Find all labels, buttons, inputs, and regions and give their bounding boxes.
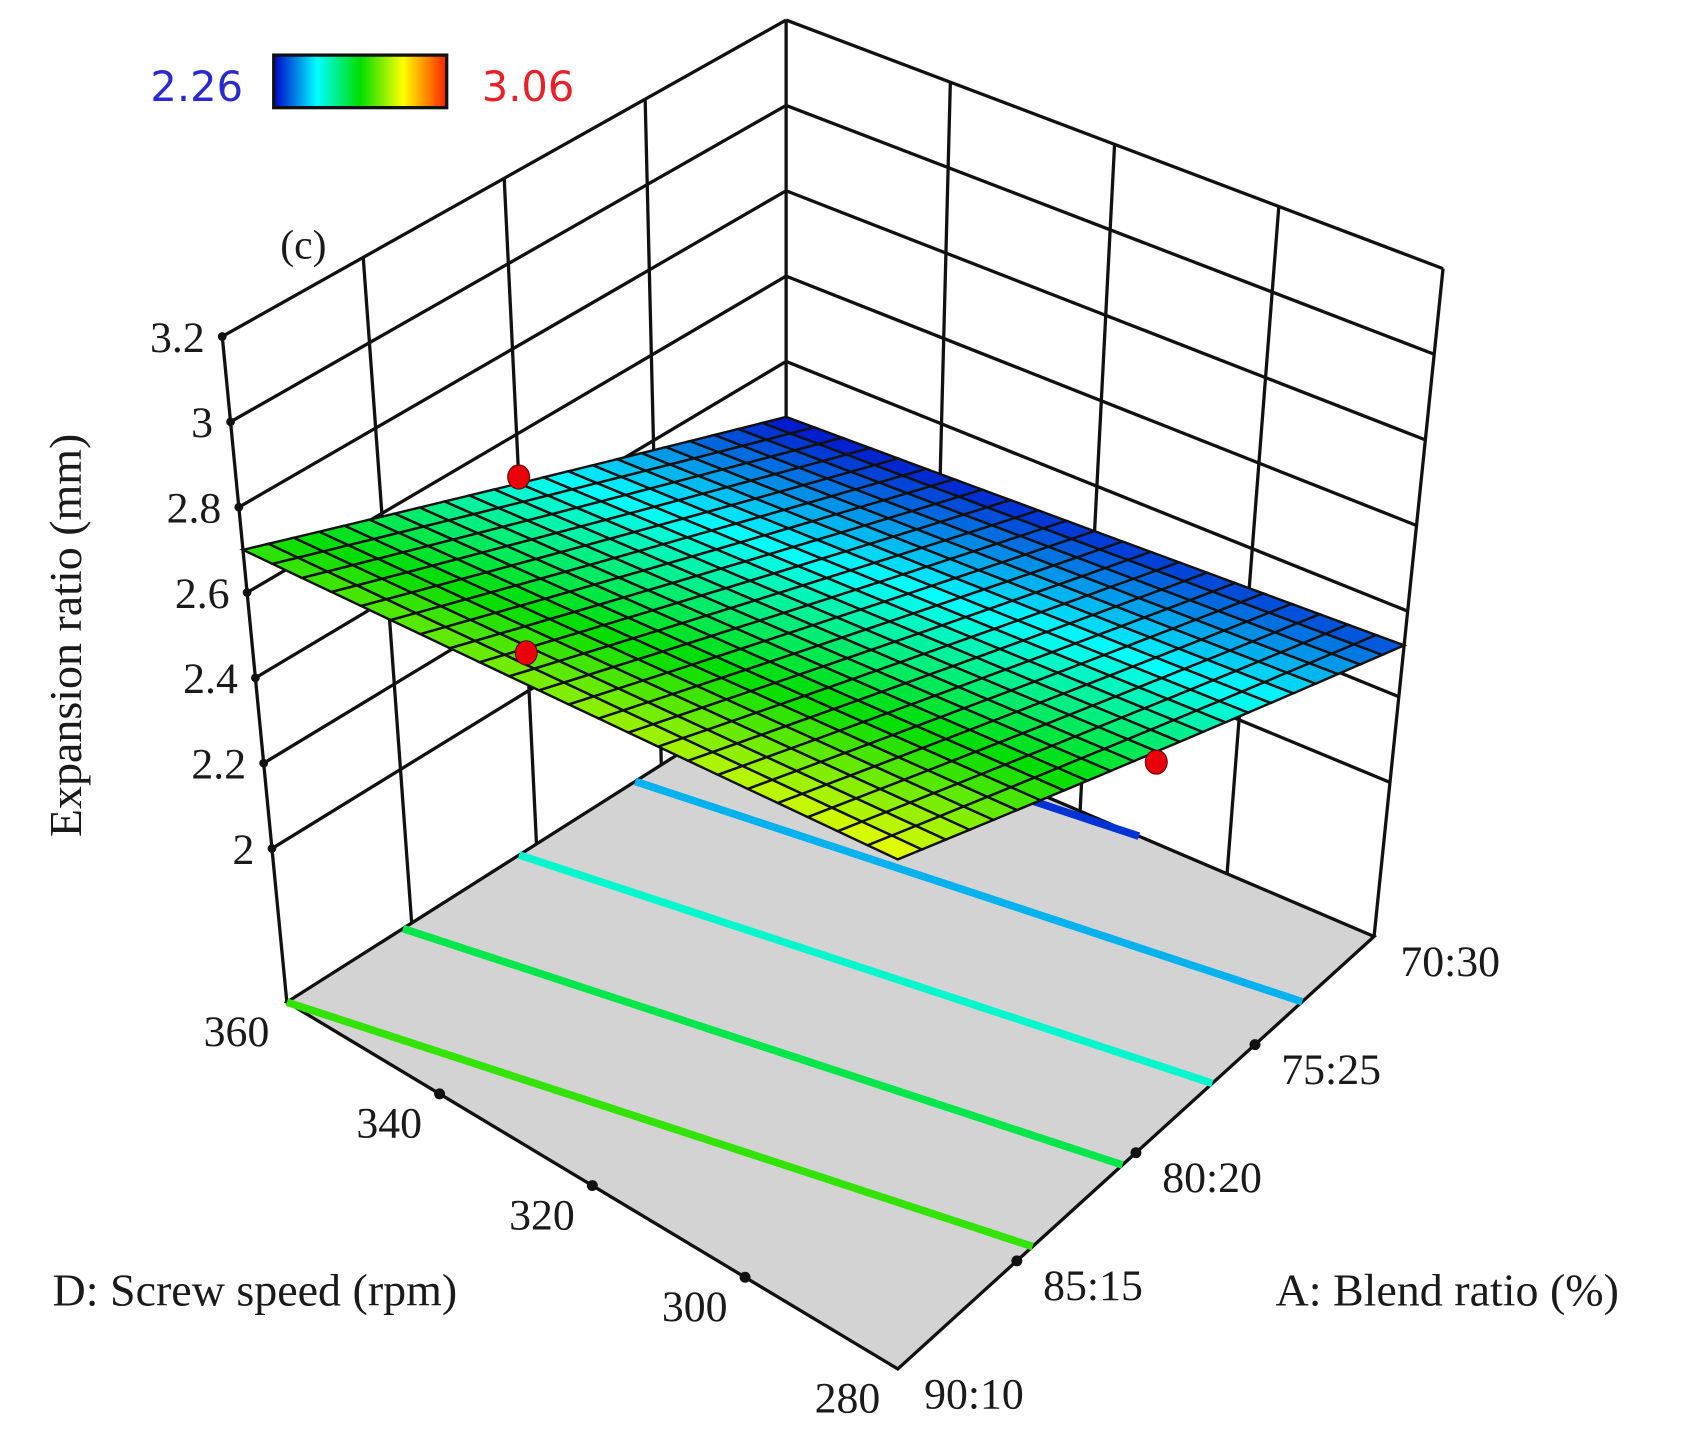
design-point	[1144, 749, 1168, 775]
y-axis-title: D: Screw speed (rpm)	[53, 1264, 458, 1315]
z-tick-mark	[217, 332, 227, 341]
z-tick-label: 2.8	[167, 485, 222, 533]
z-tick-label: 3	[191, 399, 213, 447]
x-tick-mark	[1249, 1039, 1261, 1051]
z-tick-mark	[251, 673, 260, 683]
design-point	[507, 464, 531, 490]
z-tick-label: 3.2	[150, 314, 205, 362]
response-surface	[239, 415, 1408, 861]
y-tick-mark	[434, 1088, 446, 1100]
y-tick-label: 340	[356, 1100, 422, 1148]
surface-cell	[864, 834, 925, 861]
panel-label: (c)	[280, 222, 326, 269]
z-axis-title: Expansion ratio (mm)	[40, 434, 91, 837]
z-axis-line	[220, 336, 289, 1003]
y-tick-label: 360	[204, 1008, 270, 1056]
z-tick-label: 2	[233, 826, 255, 874]
colorbar-gradient	[272, 53, 449, 110]
x-tick-mark	[1011, 1255, 1023, 1267]
right-wall-gridline	[1225, 206, 1281, 874]
right-edge-line	[1372, 268, 1445, 937]
x-axis-title: A: Blend ratio (%)	[1276, 1264, 1619, 1315]
y-tick-mark	[586, 1180, 598, 1192]
z-tick-mark	[226, 417, 235, 427]
z-tick-mark	[259, 758, 269, 768]
z-tick-label: 2.6	[175, 570, 230, 618]
contour-line	[285, 998, 1034, 1251]
z-tick-mark	[242, 588, 252, 597]
design-points	[507, 464, 1168, 775]
z-tick-mark	[267, 844, 277, 853]
x-tick-label: 70:30	[1400, 938, 1500, 986]
y-tick-label: 300	[662, 1283, 728, 1331]
y-tick-mark	[739, 1271, 751, 1283]
y-tick-label: 280	[815, 1375, 881, 1423]
y-tick-label: 320	[509, 1191, 575, 1239]
z-tick-label: 2.2	[191, 741, 246, 789]
tick-labels: 2 2.2 2.4 2.6 2.8 3 3.2 280 300 320 340 360 90:10 85:…	[150, 314, 1500, 1423]
x-tick-mark	[1130, 1147, 1142, 1159]
contour-line	[517, 851, 1214, 1087]
colorbar-min-label: 2.26	[150, 62, 243, 111]
z-tick-mark	[234, 502, 244, 512]
wall-grid	[220, 18, 1445, 1003]
x-tick-label: 75:25	[1281, 1046, 1381, 1094]
x-tick-label: 90:10	[924, 1370, 1024, 1418]
x-tick-label: 85:15	[1043, 1262, 1143, 1310]
x-tick-label: 80:20	[1162, 1154, 1262, 1202]
colorbar: 2.26 3.06	[150, 53, 575, 111]
contour-line	[401, 924, 1124, 1169]
contour-line	[633, 777, 1304, 1006]
design-point	[514, 640, 538, 666]
z-tick-label: 2.4	[183, 655, 238, 703]
colorbar-max-label: 3.06	[482, 62, 575, 111]
